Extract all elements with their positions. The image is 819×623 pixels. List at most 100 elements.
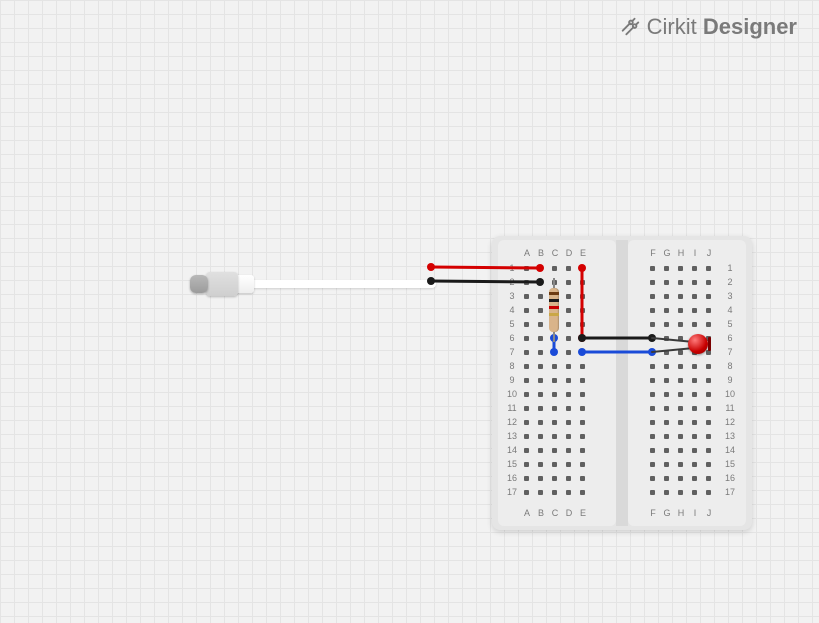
hole-C7[interactable]	[552, 350, 557, 355]
hole-B16[interactable]	[538, 476, 543, 481]
hole-A13[interactable]	[524, 434, 529, 439]
hole-H10[interactable]	[678, 392, 683, 397]
hole-G16[interactable]	[664, 476, 669, 481]
hole-F13[interactable]	[650, 434, 655, 439]
hole-H2[interactable]	[678, 280, 683, 285]
hole-J5[interactable]	[706, 322, 711, 327]
hole-G2[interactable]	[664, 280, 669, 285]
hole-E11[interactable]	[580, 406, 585, 411]
resistor[interactable]	[549, 284, 559, 336]
hole-J16[interactable]	[706, 476, 711, 481]
hole-B10[interactable]	[538, 392, 543, 397]
hole-G7[interactable]	[664, 350, 669, 355]
hole-J14[interactable]	[706, 448, 711, 453]
hole-A7[interactable]	[524, 350, 529, 355]
hole-G17[interactable]	[664, 490, 669, 495]
hole-G11[interactable]	[664, 406, 669, 411]
hole-F7[interactable]	[650, 350, 655, 355]
hole-I17[interactable]	[692, 490, 697, 495]
hole-J8[interactable]	[706, 364, 711, 369]
hole-I8[interactable]	[692, 364, 697, 369]
hole-D1[interactable]	[566, 266, 571, 271]
hole-D15[interactable]	[566, 462, 571, 467]
hole-D16[interactable]	[566, 476, 571, 481]
hole-F17[interactable]	[650, 490, 655, 495]
hole-J2[interactable]	[706, 280, 711, 285]
led-red[interactable]	[688, 334, 710, 356]
hole-B15[interactable]	[538, 462, 543, 467]
hole-H7[interactable]	[678, 350, 683, 355]
hole-E9[interactable]	[580, 378, 585, 383]
hole-J12[interactable]	[706, 420, 711, 425]
hole-C1[interactable]	[552, 266, 557, 271]
hole-D7[interactable]	[566, 350, 571, 355]
hole-C17[interactable]	[552, 490, 557, 495]
hole-B3[interactable]	[538, 294, 543, 299]
hole-G1[interactable]	[664, 266, 669, 271]
hole-A5[interactable]	[524, 322, 529, 327]
hole-F1[interactable]	[650, 266, 655, 271]
hole-G15[interactable]	[664, 462, 669, 467]
hole-D10[interactable]	[566, 392, 571, 397]
hole-B12[interactable]	[538, 420, 543, 425]
hole-F9[interactable]	[650, 378, 655, 383]
hole-B1[interactable]	[538, 266, 543, 271]
hole-D6[interactable]	[566, 336, 571, 341]
hole-J13[interactable]	[706, 434, 711, 439]
hole-I16[interactable]	[692, 476, 697, 481]
hole-E2[interactable]	[580, 280, 585, 285]
hole-A8[interactable]	[524, 364, 529, 369]
hole-E6[interactable]	[580, 336, 585, 341]
breadboard[interactable]: AABBCCDDEEFFGGHHIIJJ11223344556677889910…	[492, 236, 752, 530]
hole-E12[interactable]	[580, 420, 585, 425]
hole-A9[interactable]	[524, 378, 529, 383]
hole-D2[interactable]	[566, 280, 571, 285]
hole-B13[interactable]	[538, 434, 543, 439]
hole-A15[interactable]	[524, 462, 529, 467]
hole-H4[interactable]	[678, 308, 683, 313]
hole-I4[interactable]	[692, 308, 697, 313]
hole-I11[interactable]	[692, 406, 697, 411]
hole-D11[interactable]	[566, 406, 571, 411]
hole-B9[interactable]	[538, 378, 543, 383]
hole-I12[interactable]	[692, 420, 697, 425]
hole-F8[interactable]	[650, 364, 655, 369]
hole-F16[interactable]	[650, 476, 655, 481]
hole-H11[interactable]	[678, 406, 683, 411]
hole-C11[interactable]	[552, 406, 557, 411]
hole-G3[interactable]	[664, 294, 669, 299]
hole-G6[interactable]	[664, 336, 669, 341]
hole-I9[interactable]	[692, 378, 697, 383]
hole-E17[interactable]	[580, 490, 585, 495]
hole-H16[interactable]	[678, 476, 683, 481]
hole-F12[interactable]	[650, 420, 655, 425]
hole-D8[interactable]	[566, 364, 571, 369]
hole-H5[interactable]	[678, 322, 683, 327]
hole-G9[interactable]	[664, 378, 669, 383]
hole-A2[interactable]	[524, 280, 529, 285]
hole-B17[interactable]	[538, 490, 543, 495]
hole-I14[interactable]	[692, 448, 697, 453]
hole-H15[interactable]	[678, 462, 683, 467]
hole-I15[interactable]	[692, 462, 697, 467]
hole-A17[interactable]	[524, 490, 529, 495]
hole-G10[interactable]	[664, 392, 669, 397]
hole-C10[interactable]	[552, 392, 557, 397]
hole-D3[interactable]	[566, 294, 571, 299]
hole-E16[interactable]	[580, 476, 585, 481]
hole-J10[interactable]	[706, 392, 711, 397]
hole-I13[interactable]	[692, 434, 697, 439]
hole-G8[interactable]	[664, 364, 669, 369]
hole-D5[interactable]	[566, 322, 571, 327]
hole-B8[interactable]	[538, 364, 543, 369]
hole-A16[interactable]	[524, 476, 529, 481]
hole-C14[interactable]	[552, 448, 557, 453]
hole-I3[interactable]	[692, 294, 697, 299]
hole-G4[interactable]	[664, 308, 669, 313]
hole-E3[interactable]	[580, 294, 585, 299]
hole-H3[interactable]	[678, 294, 683, 299]
hole-B2[interactable]	[538, 280, 543, 285]
hole-E13[interactable]	[580, 434, 585, 439]
hole-J11[interactable]	[706, 406, 711, 411]
hole-J17[interactable]	[706, 490, 711, 495]
